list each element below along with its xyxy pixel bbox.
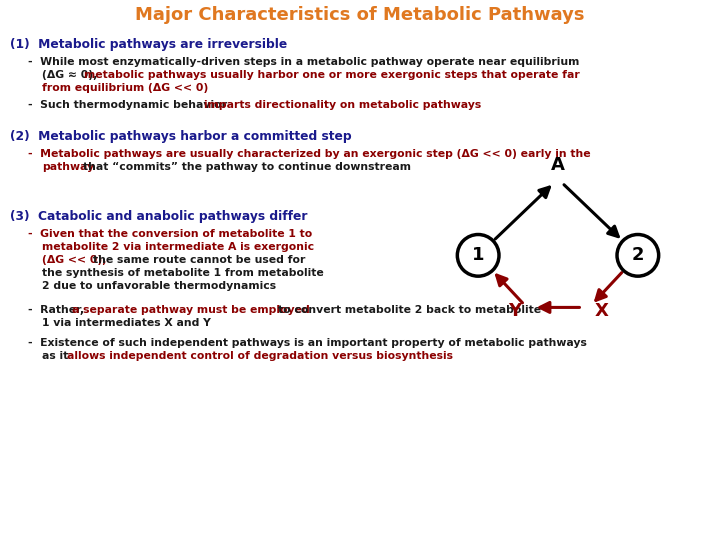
Text: to convert metabolite 2 back to metabolite: to convert metabolite 2 back to metaboli… — [278, 305, 541, 315]
Text: (ΔG << 0),: (ΔG << 0), — [42, 255, 107, 265]
Text: 1: 1 — [472, 246, 485, 265]
Text: A: A — [551, 156, 565, 174]
Text: Major Characteristics of Metabolic Pathways: Major Characteristics of Metabolic Pathw… — [135, 6, 585, 24]
Text: -  Existence of such independent pathways is an important property of metabolic : - Existence of such independent pathways… — [28, 338, 587, 348]
Text: (2)  Metabolic pathways harbor a committed step: (2) Metabolic pathways harbor a committe… — [10, 130, 351, 143]
Text: pathway: pathway — [42, 162, 94, 172]
Text: a separate pathway must be employed: a separate pathway must be employed — [72, 305, 310, 315]
Text: metabolic pathways usually harbor one or more exergonic steps that operate far: metabolic pathways usually harbor one or… — [84, 70, 580, 80]
Text: imparts directionality on metabolic pathways: imparts directionality on metabolic path… — [204, 100, 481, 110]
Text: the same route cannot be used for: the same route cannot be used for — [93, 255, 305, 265]
Text: the synthesis of metabolite 1 from metabolite: the synthesis of metabolite 1 from metab… — [42, 268, 324, 278]
Text: -  Given that the conversion of metabolite 1 to: - Given that the conversion of metabolit… — [28, 229, 312, 239]
Text: Y: Y — [508, 302, 521, 320]
Text: (3)  Catabolic and anabolic pathways differ: (3) Catabolic and anabolic pathways diff… — [10, 210, 307, 223]
Text: (1)  Metabolic pathways are irreversible: (1) Metabolic pathways are irreversible — [10, 38, 287, 51]
Text: 2: 2 — [631, 246, 644, 265]
Text: -  Rather,: - Rather, — [28, 305, 84, 315]
Text: from equilibrium (ΔG << 0): from equilibrium (ΔG << 0) — [42, 83, 208, 93]
Text: (ΔG ≈ 0),: (ΔG ≈ 0), — [42, 70, 97, 80]
Text: as it: as it — [42, 351, 68, 361]
Text: allows independent control of degradation versus biosynthesis: allows independent control of degradatio… — [67, 351, 453, 361]
Text: -  Such thermodynamic behavior: - Such thermodynamic behavior — [28, 100, 227, 110]
Text: that “commits” the pathway to continue downstream: that “commits” the pathway to continue d… — [83, 162, 411, 172]
Text: 1 via intermediates X and Y: 1 via intermediates X and Y — [42, 318, 211, 328]
Text: metabolite 2 via intermediate A is exergonic: metabolite 2 via intermediate A is exerg… — [42, 242, 314, 252]
Text: 2 due to unfavorable thermodynamics: 2 due to unfavorable thermodynamics — [42, 281, 276, 291]
Text: -  While most enzymatically-driven steps in a metabolic pathway operate near equ: - While most enzymatically-driven steps … — [28, 57, 580, 67]
Text: -  Metabolic pathways are usually characterized by an exergonic step (ΔG << 0) e: - Metabolic pathways are usually charact… — [28, 149, 590, 159]
Text: X: X — [595, 302, 608, 320]
